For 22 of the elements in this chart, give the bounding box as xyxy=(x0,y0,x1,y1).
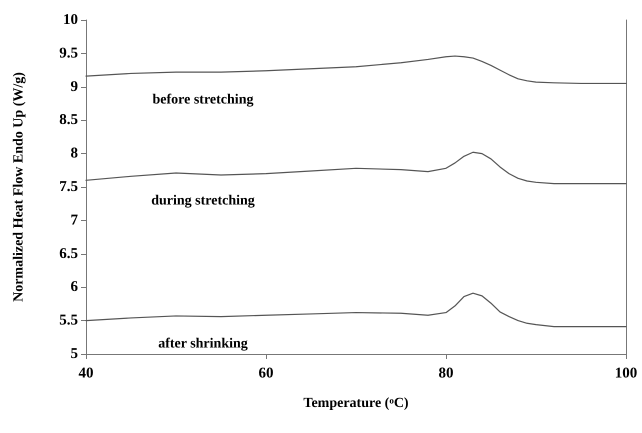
y-tick-label: 5.5 xyxy=(59,312,78,329)
x-tick-label: 80 xyxy=(438,366,454,382)
y-axis-title: Normalized Heat Flow Endo Up (W/g) xyxy=(12,72,26,302)
y-tick-label: 6 xyxy=(70,279,78,296)
y-tick-label: 7 xyxy=(70,212,78,228)
y-tick-label: 8 xyxy=(70,146,78,162)
y-tick-label: 9 xyxy=(70,78,78,95)
x-tick-label: 100 xyxy=(614,366,638,382)
line-series xyxy=(85,152,627,184)
y-tick-label: 6.5 xyxy=(59,246,78,262)
line-series xyxy=(85,55,627,84)
y-tick-label: 9.5 xyxy=(59,45,78,62)
y-tick-label: 5 xyxy=(70,346,78,362)
series-label: during stretching xyxy=(151,194,255,209)
y-tick-label: 8.5 xyxy=(59,112,78,128)
series-label: after shrinking xyxy=(158,336,248,352)
line-series xyxy=(85,292,627,328)
y-tick-label: 7.5 xyxy=(59,179,78,195)
x-tick-label: 60 xyxy=(258,366,274,382)
series-label: before stretching xyxy=(152,92,254,108)
x-tick-label: 40 xyxy=(78,366,94,382)
y-tick-label: 10 xyxy=(63,12,78,28)
